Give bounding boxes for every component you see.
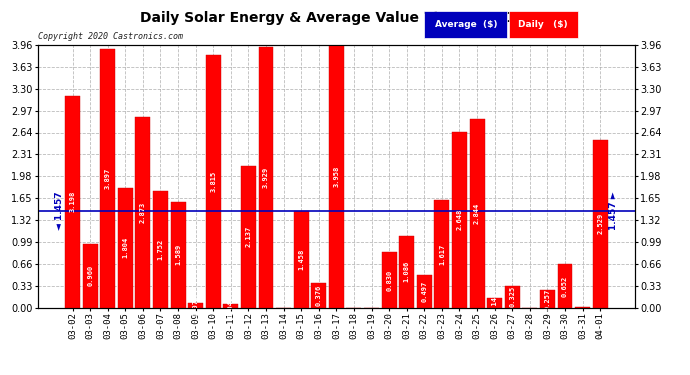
Text: 2.844: 2.844 [474, 202, 480, 224]
Text: Average  ($): Average ($) [435, 20, 497, 29]
Bar [487, 298, 502, 307]
Text: 3.929: 3.929 [263, 166, 269, 188]
Bar [435, 200, 449, 308]
Text: 3.198: 3.198 [70, 191, 75, 212]
Text: 0.141: 0.141 [492, 292, 497, 314]
Bar [575, 307, 590, 308]
Text: 1.457 ►: 1.457 ► [609, 192, 618, 230]
Bar [188, 303, 203, 307]
Bar [417, 274, 432, 308]
Text: 2.648: 2.648 [457, 209, 462, 230]
Text: 0.830: 0.830 [386, 269, 392, 291]
Bar [100, 49, 115, 308]
Text: 1.617: 1.617 [439, 243, 445, 264]
Text: 1.752: 1.752 [157, 239, 164, 260]
Bar [224, 304, 238, 307]
Text: 0.376: 0.376 [316, 284, 322, 306]
Bar [259, 47, 273, 308]
Bar [470, 119, 484, 308]
Text: 0.497: 0.497 [422, 280, 427, 302]
Text: 3.815: 3.815 [210, 170, 216, 192]
Bar [118, 188, 132, 308]
Text: 2.873: 2.873 [140, 202, 146, 223]
Text: 0.049: 0.049 [228, 296, 234, 317]
Text: 2.529: 2.529 [598, 213, 603, 234]
Bar [540, 291, 555, 308]
Bar [135, 117, 150, 308]
Text: 1.589: 1.589 [175, 244, 181, 266]
Text: 0.960: 0.960 [87, 265, 93, 286]
Text: 3.958: 3.958 [333, 166, 339, 187]
Bar [505, 286, 520, 308]
Text: 0.652: 0.652 [562, 275, 568, 297]
Bar [170, 202, 186, 308]
Text: 1.458: 1.458 [298, 249, 304, 270]
Bar [593, 140, 608, 308]
Bar [83, 244, 97, 308]
Text: 1.086: 1.086 [404, 261, 410, 282]
Bar [329, 45, 344, 308]
Text: Daily Solar Energy & Average Value Thu Apr 2 19:15: Daily Solar Energy & Average Value Thu A… [140, 11, 550, 25]
Text: 0.257: 0.257 [544, 288, 551, 310]
Bar [452, 132, 467, 308]
Bar [400, 236, 414, 308]
Text: 0.075: 0.075 [193, 295, 199, 316]
Text: ◄ 1.457: ◄ 1.457 [55, 192, 63, 230]
Text: 3.897: 3.897 [105, 168, 110, 189]
Bar [382, 252, 397, 308]
Text: Daily   ($): Daily ($) [518, 20, 568, 29]
Bar [558, 264, 573, 308]
Bar [206, 55, 221, 308]
Bar [153, 191, 168, 308]
Text: 2.137: 2.137 [246, 226, 251, 247]
Text: 0.325: 0.325 [509, 286, 515, 308]
Bar [311, 283, 326, 308]
Bar [241, 166, 256, 308]
Bar [65, 96, 80, 308]
Bar [294, 211, 308, 308]
Text: Copyright 2020 Castronics.com: Copyright 2020 Castronics.com [38, 32, 183, 41]
Text: 1.804: 1.804 [122, 237, 128, 258]
